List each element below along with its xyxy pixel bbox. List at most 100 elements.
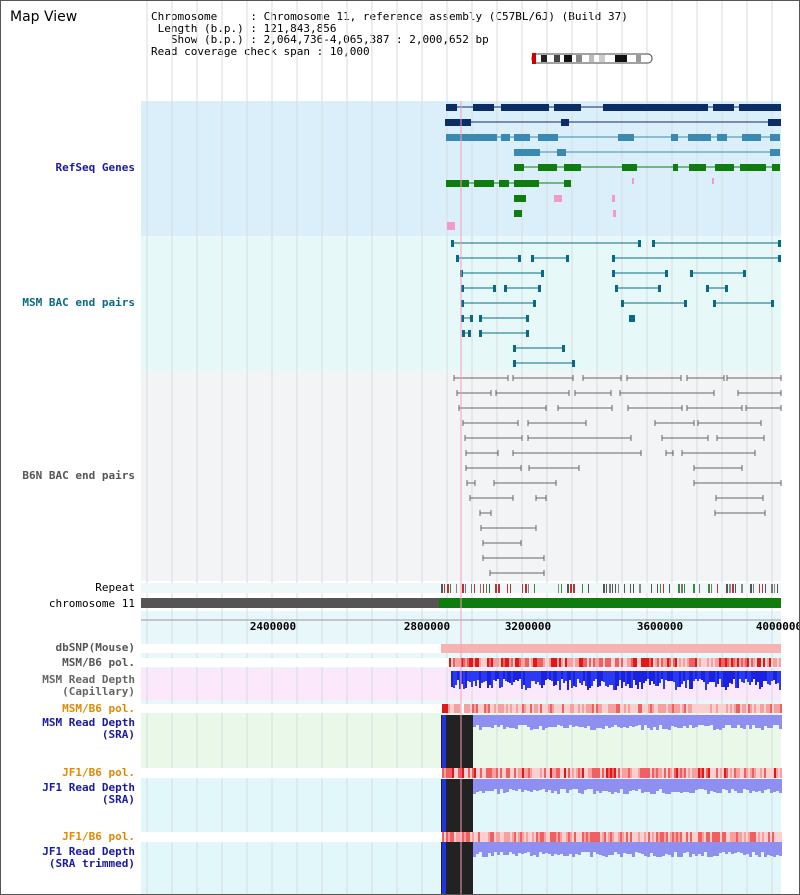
polymorphism-bin [604,832,606,842]
msm-bac-pair-features[interactable] [451,240,781,367]
track-label-refseq[interactable]: RefSeq Genes [55,161,135,174]
polymorphism-bin [688,704,690,713]
jf1-sra-read-depth[interactable] [441,779,782,833]
polymorphism-bin [779,658,781,667]
depth-bar [527,671,529,688]
b6n-bac-pair-features[interactable] [453,375,782,576]
polymorphism-bin [718,832,720,842]
polymorphism-bin [671,658,673,667]
track-label-msm-pol[interactable]: MSM/B6 pol. [62,656,135,669]
polymorphism-bin [506,704,508,713]
chromosome-key: Chromosome [151,10,218,23]
depth-bar [578,715,581,727]
polymorphism-bin [730,832,732,842]
polymorphism-bin [692,768,694,778]
depth-bar [752,779,755,791]
depth-bar [779,842,782,856]
depth-bar [503,715,506,729]
depth-bar [753,671,755,679]
depth-bar [665,779,668,794]
polymorphism-bin [771,658,773,667]
polymorphism-bin [559,658,561,667]
jf1-b6-polymorphism-strip-trimmed[interactable] [442,832,782,842]
depth-bar [758,842,761,857]
depth-bar [565,671,567,681]
polymorphism-bin [720,768,722,778]
repeat-features[interactable] [441,584,778,593]
polymorphism-bin [732,704,734,713]
polymorphism-bin [519,658,521,667]
polymorphism-bin [482,768,484,778]
depth-bar [638,715,641,725]
polymorphism-bin [448,768,450,778]
polymorphism-bin [734,832,736,842]
polymorphism-bin [632,768,634,778]
polymorphism-bin [463,658,465,667]
polymorphism-bin [711,658,713,667]
depth-bar [485,779,488,791]
depth-bar [728,715,731,725]
depth-bar [599,779,602,793]
depth-bar [677,715,680,728]
depth-bar [710,715,713,725]
depth-bar [680,715,683,728]
polymorphism-bin [536,768,538,778]
depth-bar [659,779,662,789]
polymorphism-bin [674,768,676,778]
refseq-gene-features[interactable] [445,104,781,230]
polymorphism-bin [666,704,668,713]
polymorphism-bin [449,658,451,667]
polymorphism-bin [608,832,610,842]
polymorphism-bin [692,704,694,713]
depth-bar [692,779,695,793]
track-label-b6n-bac[interactable]: B6N BAC end pairs [22,469,135,482]
depth-bar [626,715,629,728]
depth-bar [509,779,512,789]
polymorphism-bin [572,768,574,778]
polymorphism-bin [680,704,682,713]
depth-bar [521,842,524,854]
bac-end-marker [706,285,709,292]
track-label-msm-bac[interactable]: MSM BAC end pairs [22,296,135,309]
polymorphism-bin [526,768,528,778]
depth-bar [644,842,647,856]
chromosome-ideogram[interactable] [531,53,653,64]
depth-bar [536,715,539,729]
polymorphism-bin [590,704,592,713]
bac-end-marker [713,300,716,307]
depth-bar [662,842,665,856]
track-label-jf1-pol[interactable]: JF1/B6 pol. [62,766,135,779]
depth-bar [495,671,497,681]
polymorphism-bin [442,768,444,778]
track-label-msm-pol-2[interactable]: MSM/B6 pol. [62,702,135,715]
polymorphism-bin [584,704,586,713]
polymorphism-bin [710,768,712,778]
track-label-repeat[interactable]: Repeat [95,581,135,594]
polymorphism-bin [625,658,627,667]
repeat-element [759,584,760,593]
polymorphism-bin [478,832,480,842]
polymorphism-bin [544,704,546,713]
track-label-jf1-trim-depth: JF1 Read Depth (SRA trimmed) [1,846,135,870]
msm-b6-polymorphism-strip-sra[interactable] [442,704,782,713]
track-label-dbsnp[interactable]: dbSNP(Mouse) [55,641,135,654]
polymorphism-bin [704,768,706,778]
polymorphism-bin [487,658,489,667]
msm-sra-read-depth[interactable] [441,715,782,769]
polymorphism-bin [714,832,716,842]
track-label-chromosome[interactable]: chromosome 11 [48,597,135,610]
jf1-sra-trimmed-read-depth[interactable] [441,842,782,894]
msm-b6-polymorphism-strip[interactable] [449,658,781,667]
msm-capillary-read-depth[interactable] [451,671,781,690]
depth-bar [719,779,722,793]
polymorphism-bin [749,658,751,667]
polymorphism-bin [647,658,649,667]
polymorphism-bin [576,704,578,713]
polymorphism-bin [672,768,674,778]
jf1-b6-polymorphism-strip[interactable] [442,768,782,778]
depth-bar [553,671,555,686]
track-label-jf1-pol-2[interactable]: JF1/B6 pol. [62,830,135,843]
polymorphism-bin [560,768,562,778]
depth-bar [703,671,705,682]
